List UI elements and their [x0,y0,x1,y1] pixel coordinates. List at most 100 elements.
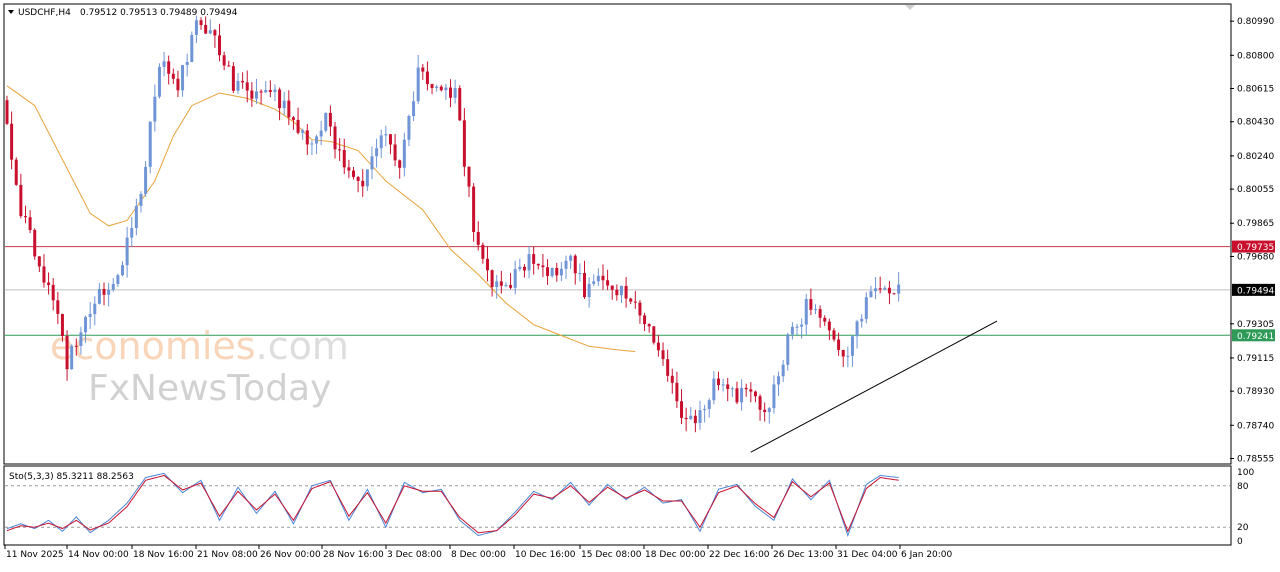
time-tick-label: 15 Dec 08:00 [581,550,642,560]
candle-body [462,120,466,167]
price-tick-label: 0.79680 [1237,252,1274,262]
candle-body [583,272,586,298]
candle-body [365,169,369,187]
ohlc-values: 0.79512 0.79513 0.79489 0.79494 [80,8,238,18]
candle-body [23,216,27,218]
candle-body [652,326,656,343]
stochastic-plot-frame[interactable] [3,465,1232,546]
time-tick-label: 28 Nov 16:00 [323,550,384,560]
stochastic-main-line [6,472,899,538]
candle-body [33,229,37,257]
candle-body [273,89,277,93]
candle-body [171,73,175,79]
candle-body [176,78,180,91]
watermark-fxnewstoday: FxNewsToday [88,368,331,409]
candle-body [458,88,462,121]
candle-body [643,315,647,325]
candle-body [527,254,531,271]
candle-body [356,176,360,181]
candle-body [499,281,503,286]
candle-body [361,180,365,187]
stochastic-tick-label: 100 [1237,468,1254,478]
candle-body [157,66,161,97]
candle-body [712,378,716,401]
candle-body [97,288,101,304]
price-tags: 0.79735 0.79494 0.79241 [1232,240,1275,342]
candle-body [592,281,596,284]
trendline-line[interactable] [750,320,998,453]
stochastic-signal-line [6,474,899,534]
candle-body [860,318,864,322]
candle-body [550,267,554,276]
candle-body [296,119,300,133]
candle-body [864,297,868,319]
candle-body [421,67,425,72]
candle-body [231,66,235,91]
candle-body [278,89,282,109]
candle-body [338,149,342,151]
candle-body [855,321,859,337]
candle-body [449,87,453,98]
candle-body [222,55,226,66]
candle-body [476,231,480,245]
candle-body [227,65,231,67]
candle-body [107,289,111,295]
candle-body [388,134,392,145]
chevron-down-icon[interactable] [8,10,14,14]
candle-body [707,400,711,410]
candle-body [116,275,120,284]
stochastic-tick-label: 0 [1237,537,1243,547]
candle-body [162,61,166,67]
candle-body [781,364,785,377]
time-tick-label: 6 Jan 20:00 [901,550,953,560]
candle-body [800,324,804,327]
time-tick-label: 8 Dec 00:00 [451,550,506,560]
candle-body [342,149,346,168]
candle-body [814,309,817,311]
candle-body [425,71,429,85]
candle-body [65,335,69,370]
candle-body [578,272,582,274]
candle-body [684,417,688,420]
candle-body [153,96,157,122]
candle-body [841,349,845,357]
trendline[interactable] [750,320,998,453]
candle-body [130,227,134,238]
candle-body [121,265,124,276]
candle-body [804,299,808,325]
candle-body [259,91,263,93]
candle-body [319,130,323,137]
candle-body [328,112,332,127]
candle-body [883,287,887,290]
candle-body [287,100,291,118]
time-tick-label: 22 Dec 16:00 [709,550,770,560]
candle-body [795,326,799,328]
main-plot-frame[interactable] [3,3,1232,465]
candle-body [619,285,623,296]
candle-body [37,256,41,267]
time-axis: 11 Nov 2025 14 Nov 00:00 18 Nov 16:00 21 No… [4,545,953,560]
candle-body [384,134,388,136]
candle-body [439,86,443,91]
watermark-economies: economies.com [50,324,349,368]
symbol-label: USDCHF,H4 [18,8,71,18]
candle-body [467,166,471,187]
candle-body [148,121,152,167]
candle-body [236,80,240,91]
candle-body [218,35,222,56]
candle-body [324,112,328,131]
candle-body [559,268,563,276]
price-tick-label: 0.79115 [1237,354,1274,364]
price-tick-label: 0.78555 [1237,455,1274,465]
candle-body [809,299,813,310]
candle-body [638,302,642,316]
candle-body [546,267,550,276]
candle-body [430,84,434,88]
candle-body [504,285,508,287]
candle-body [518,266,522,270]
candle-body [102,288,106,295]
candle-body [435,86,439,88]
candle-body [633,301,637,303]
